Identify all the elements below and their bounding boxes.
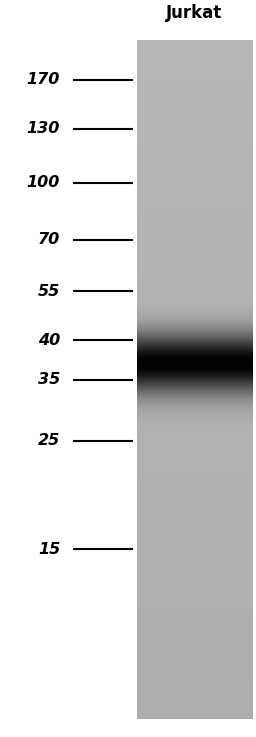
- Text: 100: 100: [27, 175, 60, 190]
- Text: 70: 70: [38, 232, 60, 247]
- Text: 25: 25: [38, 433, 60, 448]
- Text: 40: 40: [38, 333, 60, 348]
- Text: 55: 55: [38, 284, 60, 298]
- Text: 15: 15: [38, 542, 60, 556]
- Text: Jurkat: Jurkat: [166, 4, 223, 22]
- Text: 35: 35: [38, 372, 60, 387]
- Text: 130: 130: [27, 122, 60, 136]
- Text: 170: 170: [27, 72, 60, 87]
